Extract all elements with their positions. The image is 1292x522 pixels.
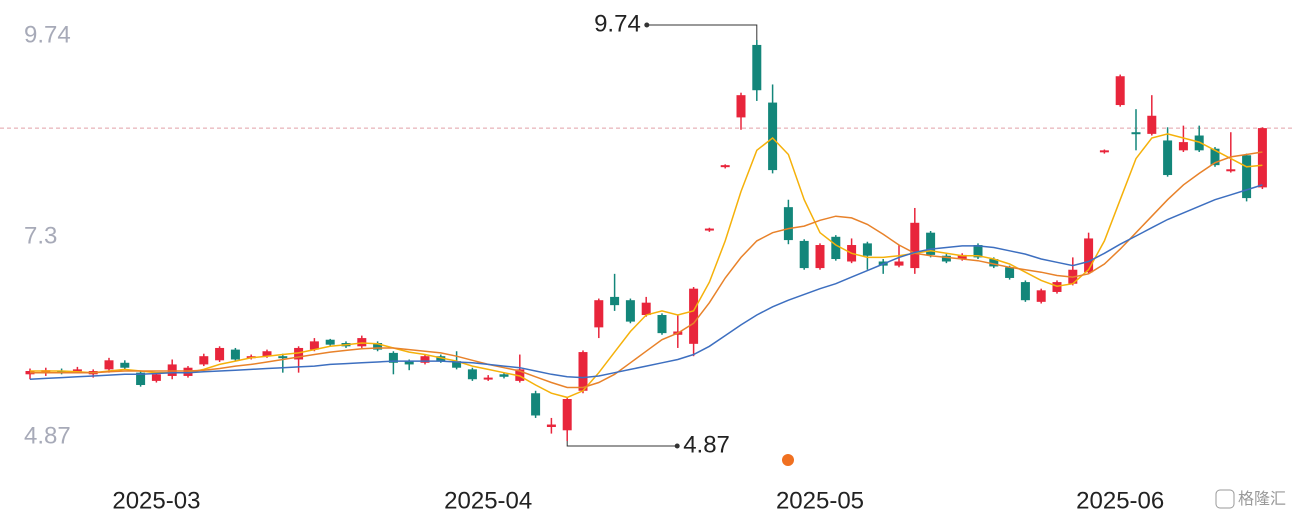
candle-body (262, 351, 272, 357)
candle-body (531, 393, 541, 416)
candle-body (736, 95, 746, 118)
candle-body (467, 369, 477, 380)
y-tick-label: 4.87 (24, 422, 71, 449)
candle-body (309, 341, 319, 350)
candle-body (641, 302, 651, 316)
candle-body (452, 361, 462, 368)
candle-body (894, 261, 904, 266)
candle-body (578, 352, 588, 391)
candle-body (926, 232, 936, 255)
candle-body (704, 228, 714, 231)
candle-body (199, 356, 209, 365)
candle-body (546, 424, 556, 428)
candle-body (1163, 140, 1173, 176)
candle-body (167, 364, 177, 376)
candle-body (1210, 148, 1220, 166)
candle-body (136, 372, 146, 386)
candle-body (594, 300, 604, 328)
candle-body (373, 343, 383, 350)
y-tick-label: 7.3 (24, 222, 57, 249)
candle-body (1178, 142, 1188, 151)
annotation-label: 9.74 (594, 10, 641, 37)
y-tick-label: 9.74 (24, 21, 71, 48)
candle-body (689, 288, 699, 344)
candle-body (625, 300, 635, 322)
candle-body (1257, 128, 1267, 188)
annotation-dot (644, 22, 650, 28)
annotation-dot (674, 443, 680, 449)
candle-body (72, 369, 82, 372)
candle-body (1005, 267, 1015, 278)
candle-body (973, 245, 983, 258)
annotation-line (646, 24, 758, 40)
watermark-icon (1215, 489, 1235, 509)
candle-body (657, 315, 667, 334)
candle-body (720, 165, 730, 168)
candle-body (278, 356, 288, 359)
candle-body (388, 352, 398, 363)
candle-body (104, 360, 114, 370)
moving-average-line (30, 133, 1263, 399)
candle-body (1020, 282, 1030, 301)
candle-body (357, 338, 367, 347)
marker-dot (782, 454, 794, 466)
candle-body (215, 347, 225, 361)
candle-body (1242, 155, 1252, 199)
moving-average-line (30, 151, 1263, 389)
x-tick-label: 2025-04 (444, 487, 532, 514)
x-tick-label: 2025-06 (1076, 487, 1164, 514)
candle-body (120, 362, 130, 368)
x-tick-label: 2025-05 (776, 487, 864, 514)
candle-body (294, 347, 304, 360)
candle-body (815, 245, 825, 269)
candle-body (752, 44, 762, 91)
candle-body (1099, 150, 1109, 153)
watermark: 格隆汇 (1238, 490, 1286, 508)
candle-body (436, 356, 446, 362)
candle-body (1036, 290, 1046, 302)
candle-body (183, 367, 193, 376)
candle-body (941, 255, 951, 262)
x-tick-label: 2025-03 (112, 487, 200, 514)
candle-body (404, 361, 414, 365)
moving-average-line (29, 184, 1263, 380)
candle-body (1052, 282, 1062, 292)
candle-body (325, 339, 335, 345)
candle-body (862, 243, 872, 256)
candle-body (151, 374, 161, 381)
candle-body (1147, 115, 1157, 134)
candle-body (1084, 238, 1094, 273)
candle-body (1115, 76, 1125, 106)
candle-body (1131, 132, 1141, 135)
candle-body (230, 349, 240, 360)
candle-body (799, 240, 809, 269)
candle-body (483, 377, 493, 380)
candle-body (831, 236, 841, 260)
candle-body (420, 356, 430, 363)
candle-body (783, 207, 793, 241)
candle-body (768, 102, 778, 171)
candle-body (610, 296, 620, 306)
candle-body (515, 369, 525, 381)
annotation-label: 4.87 (683, 431, 730, 458)
candle-body (910, 222, 920, 269)
candle-body (562, 399, 572, 431)
candle-body (957, 254, 967, 260)
candle-body (1226, 169, 1236, 172)
candle-body (499, 374, 509, 377)
annotation-line (566, 441, 678, 447)
candle-body (989, 259, 999, 267)
